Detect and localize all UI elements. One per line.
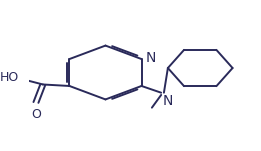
Text: N: N: [162, 94, 173, 108]
Text: O: O: [31, 108, 41, 121]
Text: N: N: [146, 51, 156, 65]
Text: HO: HO: [0, 71, 19, 84]
